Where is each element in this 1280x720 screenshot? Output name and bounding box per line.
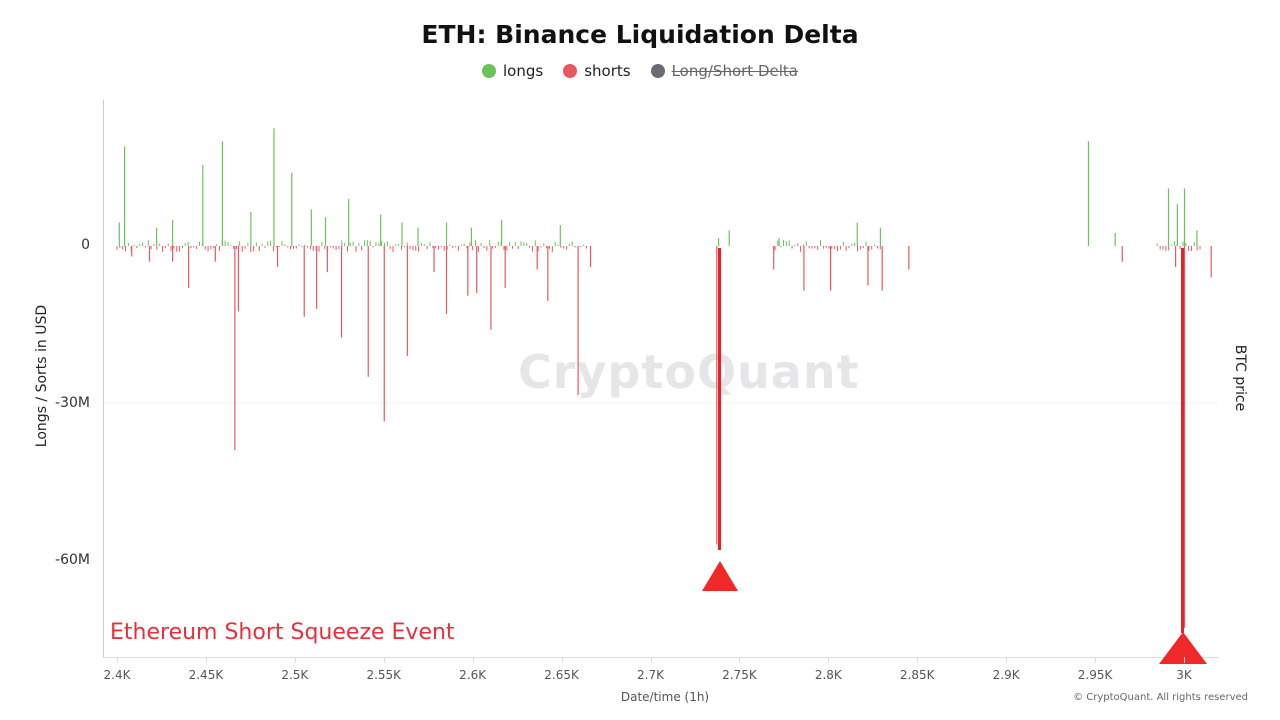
arrow-up-icon [702,561,738,591]
copyright: © CryptoQuant. All rights reserved [1073,692,1248,703]
watermark: CryptoQuant [518,345,860,399]
x-tick: 2.65K [544,668,579,682]
x-tick-mark [294,657,296,663]
x-tick: 2.6K [459,668,487,682]
plot-area [103,100,1219,658]
legend-item-longs[interactable]: longs [482,62,543,80]
x-tick: 2.4K [103,668,131,682]
x-axis-label: Date/time (1h) [620,690,710,704]
x-tick-mark [1184,657,1185,663]
x-tick-mark [561,657,563,663]
legend-label-delta: Long/Short Delta [671,62,798,80]
legend-item-delta[interactable]: Long/Short Delta [650,62,798,80]
longs-dot-icon [482,64,496,78]
shorts-dot-icon [563,64,578,78]
x-tick: 2.55K [366,668,402,682]
legend-item-shorts[interactable]: shorts [563,62,631,80]
delta-dot-icon [650,64,665,78]
arrow-up-icon [1159,632,1207,664]
x-tick: 2.85K [899,668,935,682]
x-tick-mark [739,657,741,663]
x-tick: 2.75K [722,668,757,682]
x-tick-mark [205,657,207,663]
x-tick: 3K [1176,668,1192,682]
legend: longs shorts Long/Short Delta [0,62,1280,80]
x-tick-mark [472,657,474,663]
arrow-line-2 [1181,248,1184,633]
y-tick-neg30m: -30M [55,395,90,411]
event-annotation: Ethereum Short Squeeze Event [110,620,455,645]
x-tick-mark [917,657,919,663]
arrow-line-1 [718,248,721,550]
x-tick-mark [1095,657,1097,663]
x-tick: 2.5K [281,668,309,682]
y-tick-neg60m: -60M [55,552,90,568]
legend-label-shorts: shorts [584,62,631,80]
x-tick-mark [650,657,652,663]
x-tick-mark [117,657,118,663]
x-tick: 2.7K [637,668,664,682]
legend-label-longs: longs [503,62,544,80]
x-tick: 2.8K [814,668,842,682]
x-tick: 2.95K [1077,668,1113,682]
x-tick-mark [828,657,830,663]
x-tick: 2.45K [188,668,224,682]
x-tick-mark [383,657,385,663]
x-tick: 2.9K [992,668,1020,682]
chart-title: ETH: Binance Liquidation Delta [421,20,859,49]
y-tick-0: 0 [81,237,90,253]
x-tick-mark [1006,657,1008,663]
